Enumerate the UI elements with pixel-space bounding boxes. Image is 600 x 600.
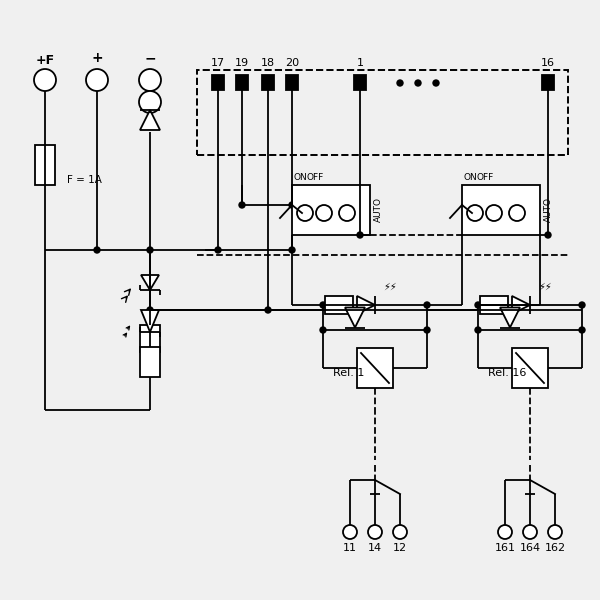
Bar bbox=[140, 325, 160, 352]
Circle shape bbox=[368, 525, 382, 539]
Text: ON: ON bbox=[293, 173, 307, 181]
Circle shape bbox=[523, 525, 537, 539]
Polygon shape bbox=[141, 310, 159, 332]
Circle shape bbox=[424, 327, 430, 333]
Bar bbox=[262, 75, 274, 90]
Circle shape bbox=[415, 80, 421, 86]
Text: 11: 11 bbox=[343, 543, 357, 553]
Bar bbox=[140, 347, 160, 377]
Text: 20: 20 bbox=[285, 58, 299, 68]
Circle shape bbox=[486, 205, 502, 221]
Text: +F: +F bbox=[35, 53, 55, 67]
Circle shape bbox=[548, 525, 562, 539]
Circle shape bbox=[147, 307, 153, 313]
Circle shape bbox=[509, 205, 525, 221]
Bar bbox=[35, 145, 55, 185]
Text: ⚡⚡: ⚡⚡ bbox=[383, 282, 397, 292]
Circle shape bbox=[579, 327, 585, 333]
Text: 17: 17 bbox=[211, 58, 225, 68]
Text: −: − bbox=[144, 51, 156, 65]
Bar bbox=[286, 75, 298, 90]
Bar bbox=[236, 75, 248, 90]
Polygon shape bbox=[512, 296, 530, 314]
Circle shape bbox=[467, 205, 483, 221]
Bar bbox=[480, 296, 508, 314]
Circle shape bbox=[265, 307, 271, 313]
Text: Rel. 1: Rel. 1 bbox=[333, 368, 364, 378]
Polygon shape bbox=[140, 110, 160, 130]
Circle shape bbox=[316, 205, 332, 221]
Bar bbox=[292, 185, 370, 235]
Polygon shape bbox=[500, 307, 520, 328]
Circle shape bbox=[357, 232, 363, 238]
Circle shape bbox=[498, 525, 512, 539]
Bar bbox=[512, 348, 548, 388]
Text: +: + bbox=[91, 51, 103, 65]
Bar bbox=[212, 75, 224, 90]
Circle shape bbox=[239, 202, 245, 208]
Bar bbox=[325, 296, 353, 314]
Text: 14: 14 bbox=[368, 543, 382, 553]
Text: Rel. 16: Rel. 16 bbox=[488, 368, 526, 378]
Text: 162: 162 bbox=[544, 543, 566, 553]
Text: ⚡⚡: ⚡⚡ bbox=[538, 282, 552, 292]
Text: OFF: OFF bbox=[476, 173, 494, 181]
Circle shape bbox=[579, 302, 585, 308]
Bar bbox=[357, 348, 393, 388]
Circle shape bbox=[297, 205, 313, 221]
Circle shape bbox=[397, 80, 403, 86]
Bar bbox=[354, 75, 366, 90]
Circle shape bbox=[343, 525, 357, 539]
Circle shape bbox=[475, 302, 481, 308]
Polygon shape bbox=[141, 275, 159, 290]
Text: ON: ON bbox=[463, 173, 477, 181]
Bar bbox=[542, 75, 554, 90]
Circle shape bbox=[147, 247, 153, 253]
Text: 161: 161 bbox=[494, 543, 515, 553]
Bar bbox=[462, 185, 540, 235]
Circle shape bbox=[139, 91, 161, 113]
Circle shape bbox=[393, 525, 407, 539]
Text: AUTO: AUTO bbox=[373, 197, 383, 223]
Circle shape bbox=[215, 247, 221, 253]
Circle shape bbox=[320, 302, 326, 308]
Circle shape bbox=[289, 247, 295, 253]
Circle shape bbox=[320, 327, 326, 333]
Circle shape bbox=[34, 69, 56, 91]
Text: OFF: OFF bbox=[307, 173, 323, 181]
Text: 164: 164 bbox=[520, 543, 541, 553]
Polygon shape bbox=[357, 296, 375, 314]
Circle shape bbox=[545, 232, 551, 238]
Text: 19: 19 bbox=[235, 58, 249, 68]
Circle shape bbox=[86, 69, 108, 91]
Circle shape bbox=[94, 247, 100, 253]
Circle shape bbox=[475, 327, 481, 333]
Circle shape bbox=[433, 80, 439, 86]
Circle shape bbox=[424, 302, 430, 308]
Polygon shape bbox=[345, 307, 365, 328]
Circle shape bbox=[139, 69, 161, 91]
Text: 16: 16 bbox=[541, 58, 555, 68]
Text: 18: 18 bbox=[261, 58, 275, 68]
Circle shape bbox=[339, 205, 355, 221]
Text: AUTO: AUTO bbox=[544, 197, 553, 223]
Circle shape bbox=[289, 202, 295, 208]
Text: 1: 1 bbox=[356, 58, 364, 68]
Text: F = 1A: F = 1A bbox=[67, 175, 102, 185]
Text: 12: 12 bbox=[393, 543, 407, 553]
